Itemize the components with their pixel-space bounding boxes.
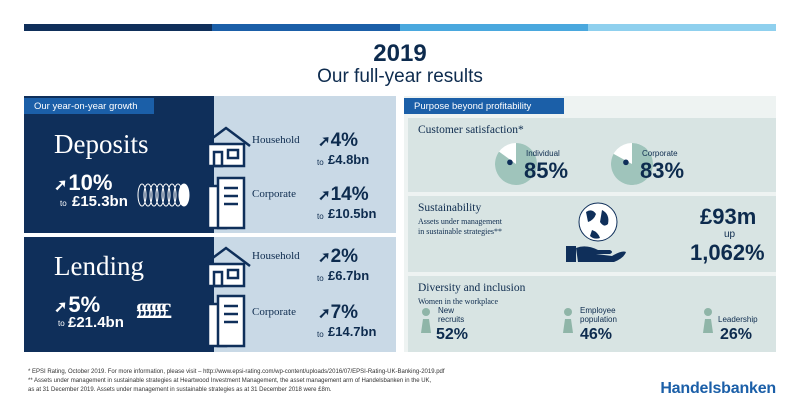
lending-corporate-to: to <box>317 330 324 339</box>
pound-stack-icon: ££££££ <box>136 298 172 323</box>
sustainability-pct: 1,062% <box>690 240 765 265</box>
arrow-up-icon: ➚ <box>54 299 68 316</box>
deposits-corporate-pct: ➚14% <box>318 184 369 205</box>
building-icon <box>206 294 246 348</box>
deposits-household-pct: ➚4% <box>318 130 359 151</box>
lending-value: £21.4bn <box>68 314 124 331</box>
diversity-subtitle: Women in the workplace <box>418 297 498 306</box>
satisfaction-card <box>408 118 776 192</box>
page-year: 2019 <box>373 40 427 67</box>
lending-corporate-value: £14.7bn <box>328 324 377 339</box>
diversity-item-value: 46% <box>580 326 613 343</box>
sustainability-title: Sustainability <box>418 202 482 214</box>
house-icon <box>201 246 251 288</box>
brand-logo: Handelsbanken <box>660 380 776 397</box>
corporate-pct: 83% <box>640 158 685 183</box>
lending-household-pct: ➚2% <box>318 246 359 267</box>
footnote-1: * EPSI Rating, October 2019. For more in… <box>28 369 445 375</box>
lending-corporate-pct: ➚7% <box>318 302 359 323</box>
sustainability-subtitle-2: in sustainable strategies** <box>418 227 502 236</box>
sustainability-up-label: up <box>724 229 736 240</box>
individual-label: Individual <box>526 149 560 158</box>
pie-slice <box>611 143 653 185</box>
lending-dark-panel <box>24 237 214 352</box>
growth-section: Our year-on-year growth Deposits ➚10% to… <box>24 96 396 352</box>
lending-to: to <box>58 319 65 328</box>
deposits-pct: ➚10% <box>54 170 113 195</box>
deposits-corporate-to: to <box>317 212 324 221</box>
diversity-item-label: Leadership <box>718 315 758 324</box>
diversity-item-label: Employee <box>580 306 616 315</box>
deposits-corporate-label: Corporate <box>252 188 296 200</box>
corporate-pie-chart <box>611 143 653 185</box>
deposits-household-label: Household <box>252 134 300 146</box>
house-icon <box>201 126 251 168</box>
pie-slice <box>495 143 537 185</box>
diversity-item-label: recruits <box>438 315 465 324</box>
sustainability-amount: £93m <box>700 204 757 229</box>
person-tie-icon: ● <box>622 154 630 169</box>
deposits-corporate-value: £10.5bn <box>328 206 377 221</box>
building-icon <box>206 176 246 230</box>
lending-household-value: £6.7bn <box>328 268 370 283</box>
diversity-item-label: population <box>580 315 617 324</box>
lending-pct: ➚5% <box>54 292 101 317</box>
lending-corporate-label: Corporate <box>252 306 296 318</box>
lending-title: Lending <box>54 251 144 281</box>
woman-icon <box>421 308 431 333</box>
diversity-card <box>408 276 776 352</box>
sustainability-subtitle-1: Assets under management <box>418 217 502 226</box>
individual-pct: 85% <box>524 158 569 183</box>
page-subtitle: Our full-year results <box>317 66 483 87</box>
deposits-household-to: to <box>317 158 324 167</box>
diversity-title: Diversity and inclusion <box>418 282 526 294</box>
top-color-bar <box>24 24 776 31</box>
footnote-2: ** Assets under management in sustainabl… <box>28 378 432 384</box>
deposits-household-value: £4.8bn <box>328 152 370 167</box>
lending-household-label: Household <box>252 250 300 262</box>
corporate-label: Corporate <box>642 149 678 158</box>
diversity-item-value: 52% <box>436 326 469 343</box>
growth-tab: Our year-on-year growth <box>24 98 154 114</box>
person-icon: ● <box>506 154 514 169</box>
coin-stack-icon <box>137 183 190 207</box>
satisfaction-title: Customer satisfaction* <box>418 124 524 136</box>
footnote-3: as at 31 December 2019. Assets under man… <box>28 387 332 393</box>
woman-icon <box>703 308 713 333</box>
woman-icon <box>563 308 573 333</box>
diversity-item-label: New <box>438 306 455 315</box>
deposits-title: Deposits <box>54 129 149 159</box>
deposits-value: £15.3bn <box>72 193 128 210</box>
arrow-up-icon: ➚ <box>54 177 68 194</box>
individual-pie-chart <box>495 143 537 185</box>
globe-hand-icon <box>566 202 626 262</box>
purpose-tab: Purpose beyond profitability <box>404 98 564 114</box>
diversity-item-value: 26% <box>720 326 753 343</box>
purpose-section: Purpose beyond profitability Customer sa… <box>404 96 776 352</box>
deposits-dark-panel <box>24 96 214 233</box>
deposits-to: to <box>60 199 67 208</box>
lending-household-to: to <box>317 274 324 283</box>
